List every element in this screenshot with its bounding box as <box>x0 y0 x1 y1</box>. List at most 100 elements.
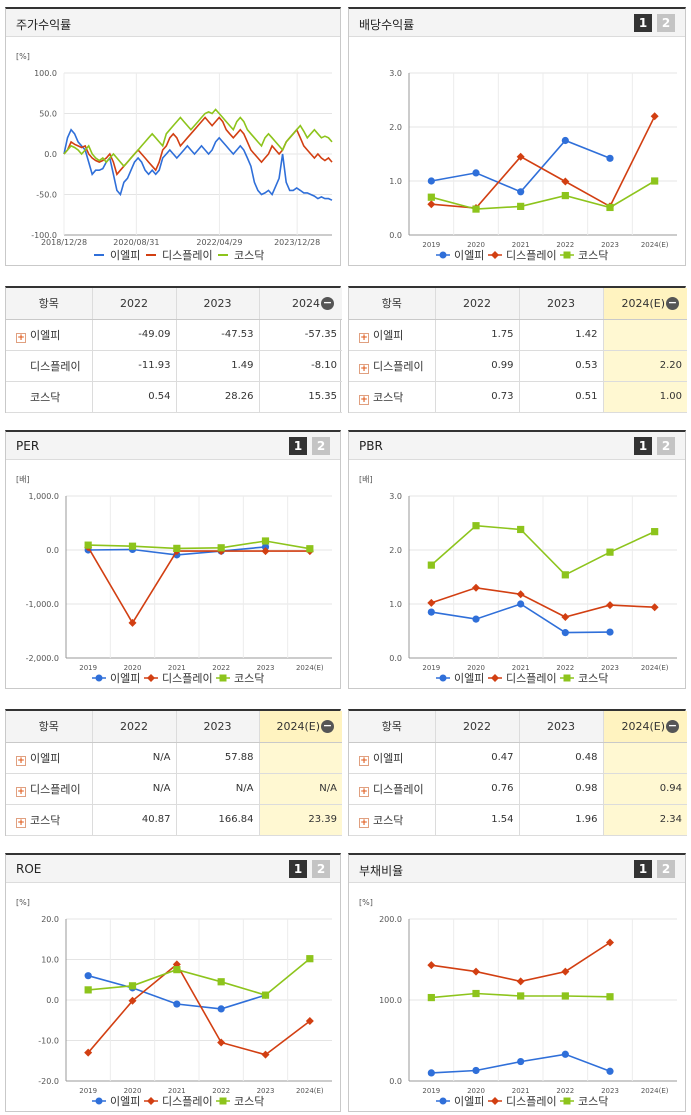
page-2-button[interactable]: 2 <box>657 437 675 455</box>
row-label: + 디스플레이 <box>6 773 93 805</box>
legend-marker <box>95 674 103 682</box>
col-header-item: 항목 <box>349 711 436 743</box>
x-tick-label: 2019 <box>79 664 97 672</box>
x-tick-label: 2023 <box>601 1087 619 1095</box>
roe-chart: [%] 20.0 10.0 0.0 -10.0 -20.0 2019 2020 2021 2022… <box>16 898 332 1108</box>
cell-value: 28.26 <box>176 381 260 413</box>
data-point <box>561 992 569 1000</box>
y-tick-label: 3.0 <box>389 69 402 78</box>
data-point <box>427 200 436 209</box>
expand-plus-icon[interactable]: + <box>16 755 26 766</box>
data-point <box>472 615 480 623</box>
data-point <box>516 590 525 599</box>
x-tick-label: 2023 <box>601 664 619 672</box>
panel-title: PBR <box>359 439 383 453</box>
x-tick-label: 2024(E) <box>641 1087 669 1095</box>
x-tick-label: 2023 <box>257 664 275 672</box>
data-point <box>128 542 137 550</box>
data-point <box>173 966 181 974</box>
x-tick-label: 2019 <box>422 241 440 249</box>
y-tick-label: 2.0 <box>389 546 402 555</box>
y-tick-label: 200.0 <box>379 915 402 924</box>
legend-marker <box>563 251 571 259</box>
pbr-chart: [배] 3.0 2.0 1.0 0.0 2019 2020 2021 2022 2023 2024(… <box>359 475 677 685</box>
per-header: PER 1 2 <box>6 432 340 460</box>
x-tick-label: 2024(E) <box>641 241 669 249</box>
panel-title: 배당수익률 <box>359 18 415 32</box>
collapse-icon[interactable]: − <box>321 719 334 733</box>
collapse-icon[interactable]: − <box>666 296 679 310</box>
cell-value: -57.35 <box>259 319 342 351</box>
data-point <box>517 525 525 534</box>
y-tick-label: 10.0 <box>41 956 59 965</box>
data-point <box>517 202 525 210</box>
legend-marker <box>95 1097 103 1105</box>
cell-value: -8.10 <box>259 350 342 382</box>
data-point <box>606 938 614 947</box>
data-point <box>561 1050 569 1058</box>
collapse-icon[interactable]: − <box>321 296 334 310</box>
cell-value: 40.87 <box>92 804 177 836</box>
x-tick-label: 2020 <box>467 664 485 672</box>
page-1-button[interactable]: 1 <box>634 437 652 455</box>
dividend-yield-header: 배당수익률 1 2 <box>349 9 685 37</box>
series-line <box>88 958 311 996</box>
per-table: 항목 2022 2023 2024(E) − + 이엘피 N/A 57.88 + 디스… <box>5 709 342 836</box>
cell-value: 0.51 <box>519 381 604 413</box>
table-row: + 코스닥 1.54 1.96 2.34 <box>349 804 687 836</box>
page-1-button[interactable]: 1 <box>634 14 652 32</box>
col-header-item: 항목 <box>6 288 93 320</box>
series-line <box>88 540 310 550</box>
data-point <box>606 203 614 212</box>
cell-value: 57.88 <box>176 742 260 774</box>
y-tick-label: 100.0 <box>379 996 402 1005</box>
data-point <box>606 548 614 556</box>
x-tick-label: 2024(E) <box>641 664 669 672</box>
data-point <box>606 1067 614 1075</box>
col-header-2024e: 2024(E) − <box>259 711 342 743</box>
page-2-button[interactable]: 2 <box>312 437 330 455</box>
data-point <box>261 543 270 551</box>
expand-plus-icon[interactable]: + <box>359 755 369 766</box>
x-tick-label: 2018/12/28 <box>41 238 87 247</box>
cell-value: 0.98 <box>519 773 604 805</box>
page-1-button[interactable]: 1 <box>289 437 307 455</box>
y-tick-label: 0.0 <box>389 231 402 240</box>
data-point <box>427 598 436 607</box>
cell-value: 0.48 <box>519 742 604 774</box>
cell-value: 1.49 <box>176 350 260 382</box>
expand-plus-icon[interactable]: + <box>359 786 369 797</box>
data-point <box>217 544 225 552</box>
expand-plus-icon[interactable]: + <box>359 394 369 405</box>
page-1-button[interactable]: 1 <box>289 860 307 878</box>
data-point <box>606 993 614 1001</box>
page-2-button[interactable]: 2 <box>312 860 330 878</box>
page-2-button[interactable]: 2 <box>657 14 675 32</box>
cell-value <box>259 742 342 774</box>
cell-value: 0.53 <box>519 350 604 382</box>
expand-plus-icon[interactable]: + <box>359 332 369 343</box>
expand-plus-icon[interactable]: + <box>16 817 26 828</box>
expand-plus-icon[interactable]: + <box>359 817 369 828</box>
data-point <box>472 169 480 177</box>
axis-unit-label: [%] <box>16 52 30 61</box>
panel-title: ROE <box>16 862 42 876</box>
cell-value: N/A <box>92 742 177 774</box>
pbr-header: PBR 1 2 <box>349 432 685 460</box>
data-point <box>217 1005 225 1013</box>
collapse-icon[interactable]: − <box>666 719 679 733</box>
expand-plus-icon[interactable]: + <box>16 332 26 343</box>
table-row: + 코스닥 40.87 166.84 23.39 <box>6 804 342 836</box>
y-tick-label: 1,000.0 <box>28 492 59 501</box>
expand-plus-icon[interactable]: + <box>359 363 369 374</box>
table-row: 코스닥 0.54 28.26 15.35 <box>6 381 342 413</box>
page-2-button[interactable]: 2 <box>657 860 675 878</box>
legend-marker <box>219 674 227 682</box>
page-1-button[interactable]: 1 <box>634 860 652 878</box>
cell-value: 1.96 <box>519 804 604 836</box>
dividend-yield-panel: 배당수익률 1 2 3.0 2.0 1.0 0.0 2019 2020 2021 2022 20… <box>348 7 686 266</box>
debt-ratio-panel: 부채비율 1 2 [%] 200.0 100.0 0.0 2019 2020 2021 202… <box>348 853 686 1112</box>
expand-plus-icon[interactable]: + <box>16 786 26 797</box>
x-tick-label: 2021 <box>168 664 186 672</box>
row-label: + 디스플레이 <box>349 350 436 382</box>
